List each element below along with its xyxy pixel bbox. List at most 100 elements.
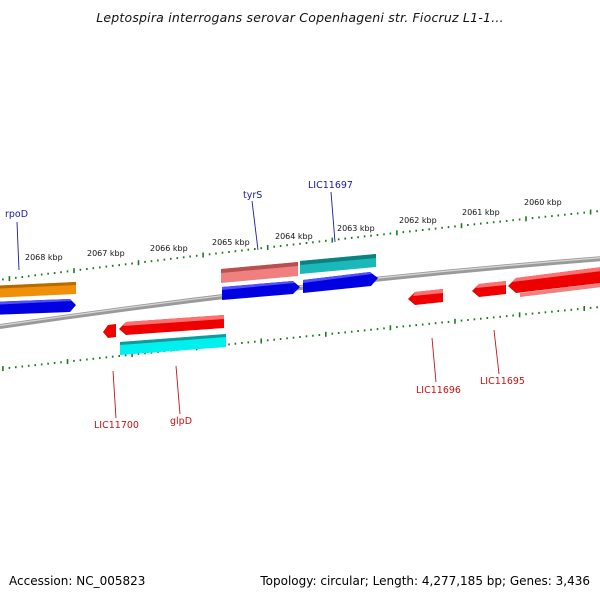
- minor-tick: [53, 362, 56, 364]
- minor-tick: [499, 315, 501, 318]
- minor-tick: [221, 251, 224, 254]
- minor-tick: [234, 342, 237, 345]
- minor-tick: [318, 240, 321, 243]
- minor-tick: [596, 306, 598, 309]
- minor-tick: [402, 325, 405, 328]
- minor-tick: [350, 236, 353, 239]
- gene-glpD-feature[interactable]: [120, 334, 226, 355]
- minor-tick: [273, 245, 275, 248]
- glpD-leader-line: [175, 365, 181, 415]
- large-red-highlight: [512, 267, 600, 282]
- tick-label-2068: 2068 kbp: [25, 253, 63, 262]
- minor-tick: [415, 324, 417, 327]
- minor-tick: [228, 251, 230, 253]
- LIC11700-small-arrow[interactable]: [103, 324, 116, 338]
- major-tick: [396, 230, 398, 236]
- minor-tick: [34, 364, 36, 367]
- gene-label-LIC11696[interactable]: LIC11696: [416, 385, 461, 396]
- minor-tick: [40, 363, 43, 366]
- rpoD-cds-highlight: [0, 299, 72, 305]
- gene-large-red-feature[interactable]: [508, 266, 600, 297]
- minor-tick: [363, 235, 366, 238]
- minor-tick: [544, 311, 547, 314]
- gene-label-rpoD[interactable]: rpoD: [5, 209, 28, 220]
- minor-tick: [318, 334, 321, 336]
- minor-tick: [79, 359, 82, 362]
- minor-tick: [21, 276, 24, 278]
- gene-rpoD-features[interactable]: [0, 282, 76, 315]
- minor-tick: [286, 244, 288, 247]
- minor-tick: [299, 336, 301, 338]
- tyrS-salmon-edge: [221, 262, 298, 273]
- minor-tick: [292, 243, 295, 246]
- minor-tick: [124, 354, 127, 357]
- minor-tick: [357, 330, 359, 332]
- tick-label-2060: 2060 kbp: [524, 198, 562, 207]
- minor-tick: [415, 229, 417, 232]
- minor-tick: [480, 222, 482, 225]
- minor-tick: [589, 306, 592, 309]
- minor-tick: [144, 352, 146, 355]
- large-red-under: [520, 283, 600, 297]
- gene-LIC11695-feature[interactable]: [472, 281, 506, 297]
- minor-tick: [8, 366, 11, 369]
- minor-tick: [228, 343, 230, 346]
- gene-LIC11697-features[interactable]: [300, 254, 378, 293]
- minor-tick: [428, 228, 430, 231]
- major-tick: [131, 352, 133, 358]
- minor-tick: [583, 211, 585, 214]
- minor-tick: [254, 248, 256, 250]
- minor-tick: [86, 358, 88, 361]
- minor-tick: [305, 242, 308, 244]
- minor-tick: [421, 323, 424, 326]
- gene-LIC11696-feature[interactable]: [408, 289, 443, 305]
- LIC11697-cds-arrow[interactable]: [303, 272, 378, 293]
- gene-tyrS-features[interactable]: [221, 262, 300, 300]
- minor-tick: [376, 234, 379, 236]
- minor-tick: [118, 355, 120, 357]
- major-tick: [260, 338, 262, 344]
- gene-label-LIC11695[interactable]: LIC11695: [480, 376, 525, 387]
- minor-tick: [467, 319, 469, 321]
- minor-tick: [170, 257, 172, 260]
- minor-tick: [363, 329, 366, 332]
- minor-tick: [383, 327, 385, 330]
- minor-tick: [383, 233, 385, 236]
- minor-tick: [157, 259, 159, 262]
- minor-tick: [176, 257, 179, 260]
- gene-label-LIC11697[interactable]: LIC11697: [308, 180, 353, 191]
- gene-LIC11700-feature[interactable]: [103, 315, 224, 338]
- major-tick: [331, 237, 334, 243]
- upper-tick-scale: [2, 209, 598, 282]
- minor-tick: [27, 275, 30, 278]
- minor-tick: [208, 253, 211, 256]
- minor-tick: [163, 258, 166, 261]
- minor-tick: [86, 268, 88, 270]
- minor-tick: [60, 271, 62, 274]
- minor-tick: [396, 326, 398, 329]
- tick-label-2061: 2061 kbp: [462, 208, 500, 217]
- glpD-cyan-edge: [120, 334, 226, 345]
- rpoD-leader-line: [16, 221, 20, 271]
- glpD-cyan-bar[interactable]: [120, 334, 226, 355]
- gene-label-glpD[interactable]: glpD: [170, 416, 192, 427]
- gene-label-tyrS[interactable]: tyrS: [243, 190, 262, 201]
- minor-tick: [370, 328, 372, 331]
- minor-tick: [47, 272, 49, 275]
- minor-tick: [350, 330, 353, 333]
- genome-backbone: [0, 256, 600, 330]
- minor-tick: [576, 212, 579, 215]
- minor-tick: [79, 268, 82, 271]
- minor-tick: [124, 263, 127, 266]
- minor-tick: [105, 265, 108, 268]
- minor-tick: [312, 241, 314, 244]
- tyrS-cds-highlight: [222, 281, 295, 290]
- minor-tick: [376, 328, 379, 331]
- minor-tick: [492, 221, 495, 224]
- minor-tick: [447, 226, 450, 229]
- gene-label-LIC11700[interactable]: LIC11700: [94, 420, 139, 431]
- minor-tick: [111, 355, 114, 358]
- minor-tick: [215, 252, 217, 255]
- minor-tick: [182, 256, 185, 259]
- minor-tick: [21, 365, 24, 368]
